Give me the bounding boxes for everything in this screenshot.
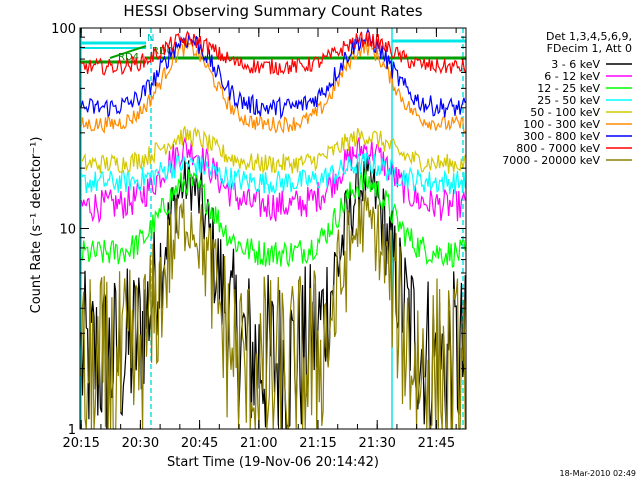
- x-tick-label: 20:45: [181, 436, 218, 451]
- y-tick-label: 1: [68, 423, 76, 438]
- legend-header-1: Det 1,3,4,5,6,9,: [546, 30, 632, 43]
- flag-label: RD0: [152, 46, 173, 57]
- x-tick-label: 20:30: [122, 436, 159, 451]
- y-axis-label: Count Rate (s⁻¹ detector⁻¹): [29, 137, 44, 314]
- series-line: [80, 30, 466, 76]
- timestamp: 18-Mar-2010 02:49: [560, 469, 637, 478]
- flag-label: N: [147, 33, 154, 44]
- series-line: [80, 168, 466, 269]
- series-line: [80, 27, 466, 120]
- plot-frame: [79, 27, 467, 430]
- x-tick-label: 21:45: [418, 436, 455, 451]
- series-line: [80, 136, 466, 224]
- legend-header-2: FDecim 1, Att 0: [547, 42, 632, 55]
- legend-entry: 25 - 50 keV: [537, 94, 600, 107]
- legend-entry: 800 - 7000 keV: [516, 142, 600, 155]
- y-tick-label: 10: [59, 223, 76, 238]
- x-axis-label: Start Time (19-Nov-06 20:14:42): [167, 455, 379, 470]
- legend-entry: 50 - 100 keV: [530, 106, 600, 119]
- legend-entry: 100 - 300 keV: [523, 118, 600, 131]
- legend-entry: 3 - 6 keV: [551, 58, 600, 71]
- series-line: [80, 37, 466, 134]
- x-tick-label: 21:00: [240, 436, 277, 451]
- chart-title: HESSI Observing Summary Count Rates: [123, 2, 422, 20]
- x-tick-label: 20:15: [62, 436, 99, 451]
- flag-label: RD4: [118, 52, 139, 63]
- legend-entry: 6 - 12 keV: [544, 70, 600, 83]
- plot-area: N RD0 RD4 1 10 100 20:15 20:30 20:45 21:00 21:15 21…: [51, 22, 466, 451]
- legend-entry: 7000 - 20000 keV: [502, 154, 600, 167]
- series-line: [80, 152, 466, 195]
- x-tick-label: 21:15: [299, 436, 336, 451]
- x-tick-label: 21:30: [358, 436, 395, 451]
- legend-entry: 12 - 25 keV: [537, 82, 600, 95]
- legend-entry: 300 - 800 keV: [523, 130, 600, 143]
- series-line: [80, 126, 466, 175]
- y-tick-label: 100: [51, 22, 76, 37]
